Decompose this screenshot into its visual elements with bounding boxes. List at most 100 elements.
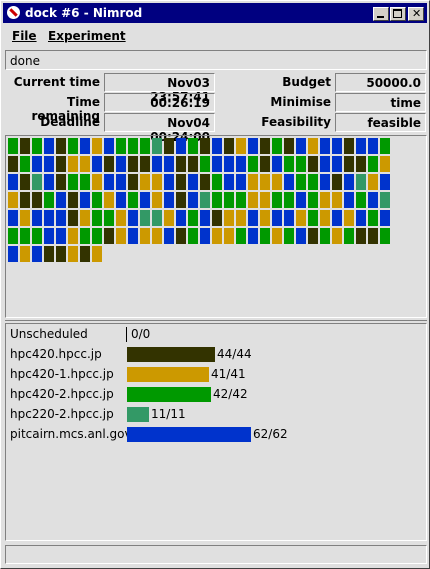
job-cell (56, 174, 66, 190)
menu-item[interactable]: File (12, 29, 37, 43)
job-cell (308, 228, 318, 244)
job-cell (20, 210, 30, 226)
job-cell (32, 192, 42, 208)
job-cell (236, 192, 246, 208)
job-cell (344, 138, 354, 154)
minimize-button[interactable] (373, 7, 389, 21)
job-cell (308, 174, 318, 190)
job-cell (20, 156, 30, 172)
job-cell (236, 210, 246, 226)
job-cell (104, 210, 114, 226)
job-cell (80, 192, 90, 208)
job-cell (140, 174, 150, 190)
job-cell (92, 228, 102, 244)
job-cell (116, 210, 126, 226)
job-cell (176, 174, 186, 190)
job-cell (152, 210, 162, 226)
job-cell (164, 156, 174, 172)
job-cell (80, 228, 90, 244)
job-cell (8, 210, 18, 226)
job-cell (200, 156, 210, 172)
job-cell (284, 138, 294, 154)
job-cell (296, 174, 306, 190)
job-cell (272, 210, 282, 226)
job-cell (176, 228, 186, 244)
job-cell (8, 228, 18, 244)
job-cell (152, 192, 162, 208)
job-cell (368, 228, 378, 244)
job-cell (8, 174, 18, 190)
job-cell (296, 156, 306, 172)
job-cell (248, 174, 258, 190)
job-cell (128, 156, 138, 172)
job-cell (32, 228, 42, 244)
job-cell (32, 156, 42, 172)
job-cell (164, 138, 174, 154)
job-cell (260, 210, 270, 226)
menu-item[interactable]: Experiment (48, 29, 126, 43)
job-cell (308, 156, 318, 172)
job-cell (344, 174, 354, 190)
job-cell (368, 192, 378, 208)
maximize-button[interactable] (390, 7, 406, 21)
job-cell (296, 228, 306, 244)
job-cell (104, 192, 114, 208)
job-cell (80, 246, 90, 262)
job-cell (128, 192, 138, 208)
job-cell (128, 210, 138, 226)
info-value: Nov04 00:24:00 (104, 113, 215, 144)
job-cell (140, 156, 150, 172)
host-bar (127, 347, 215, 362)
app-icon (7, 6, 20, 19)
info-value: 50000.0 (335, 73, 426, 92)
job-cell (56, 228, 66, 244)
job-cell (92, 210, 102, 226)
job-cell (8, 138, 18, 154)
job-cell (80, 174, 90, 190)
job-cell (272, 228, 282, 244)
host-count: 41/41 (211, 367, 246, 381)
job-cell (44, 246, 54, 262)
job-cell (20, 228, 30, 244)
job-cell (296, 138, 306, 154)
job-cell (32, 210, 42, 226)
job-cell (188, 174, 198, 190)
job-cell (248, 210, 258, 226)
job-cell (236, 138, 246, 154)
job-cell (380, 156, 390, 172)
job-cell (320, 228, 330, 244)
host-bar (127, 387, 211, 402)
info-label: Deadline (40, 115, 100, 129)
job-cell (140, 228, 150, 244)
host-bar (127, 427, 251, 442)
job-cell (140, 210, 150, 226)
job-cell (92, 192, 102, 208)
job-cell (332, 210, 342, 226)
job-cell (320, 210, 330, 226)
job-cell (248, 192, 258, 208)
job-cell (164, 210, 174, 226)
job-cell (260, 138, 270, 154)
job-cell (44, 210, 54, 226)
job-cell (200, 228, 210, 244)
job-cell (200, 138, 210, 154)
info-label: Budget (282, 75, 331, 89)
job-cell (236, 228, 246, 244)
job-cell (20, 138, 30, 154)
job-cell (212, 192, 222, 208)
job-cell (104, 174, 114, 190)
job-cell (56, 138, 66, 154)
info-label: Minimise (270, 95, 331, 109)
job-cell (332, 228, 342, 244)
job-cell (116, 174, 126, 190)
job-cell (248, 156, 258, 172)
job-cell (260, 192, 270, 208)
job-cell (116, 192, 126, 208)
job-cell (308, 210, 318, 226)
host-count: 42/42 (213, 387, 248, 401)
job-cell (212, 156, 222, 172)
job-cell (284, 156, 294, 172)
close-button[interactable]: ✕ (408, 7, 424, 21)
job-cell (224, 174, 234, 190)
job-grid (5, 135, 427, 318)
